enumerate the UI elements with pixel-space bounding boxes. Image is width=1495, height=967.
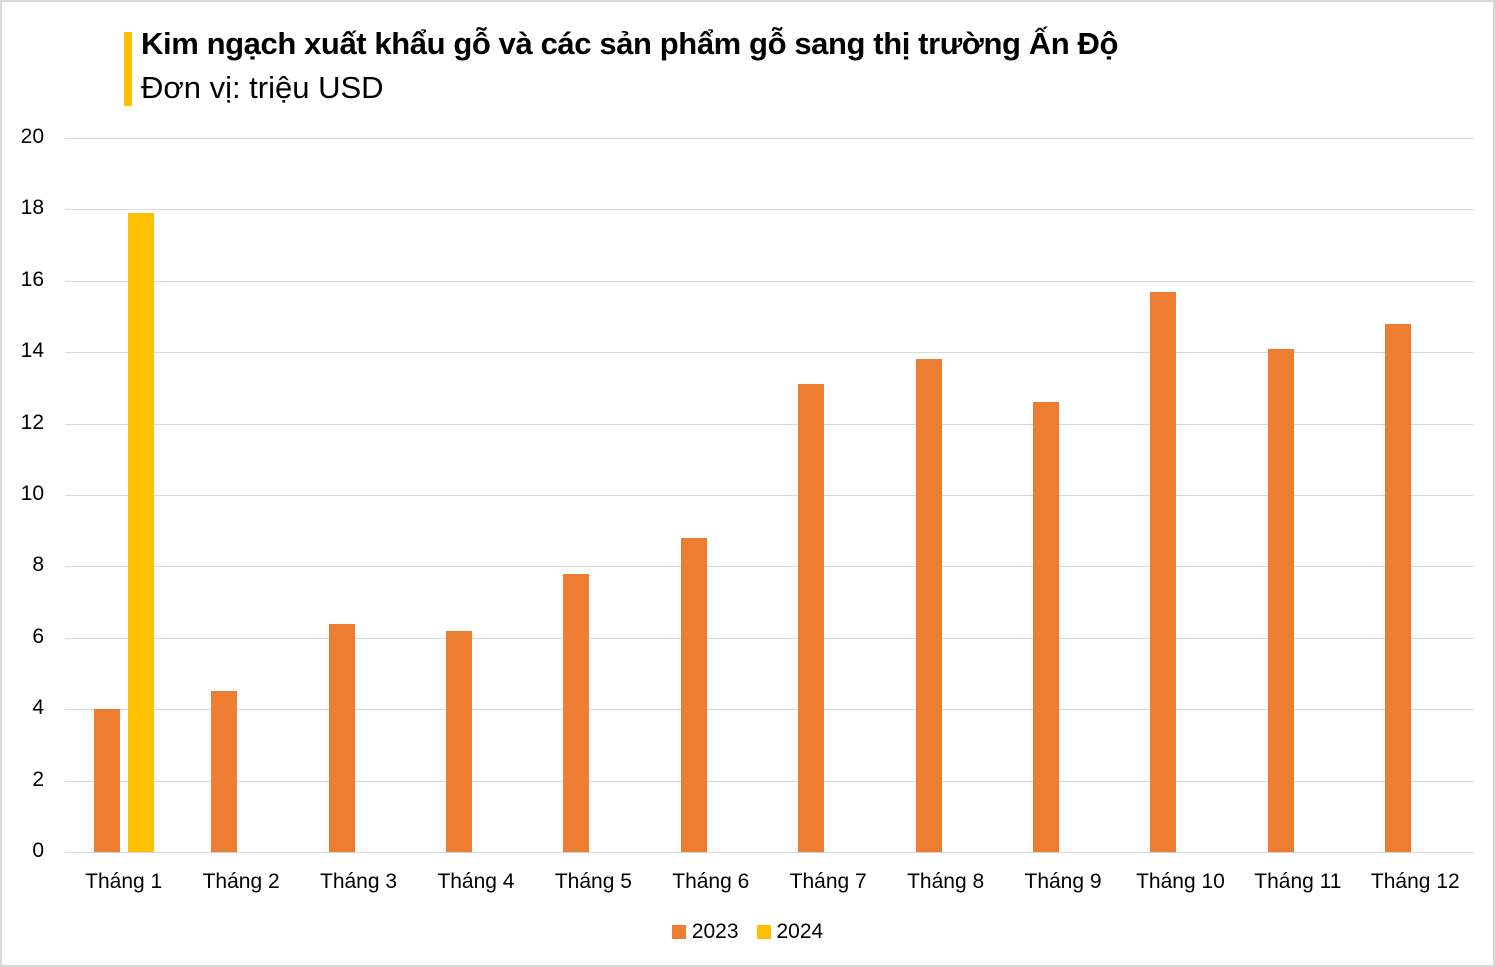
gridline (65, 352, 1474, 354)
y-tick-label: 14 (20, 339, 44, 363)
y-tick-label: 0 (32, 839, 44, 862)
bar-2023-6 (680, 537, 707, 852)
x-tick-label: Tháng 9 (1024, 870, 1102, 893)
legend-item-2023: 2023 (671, 920, 739, 944)
y-tick-label: 6 (32, 624, 44, 648)
legend-label-2023: 2023 (691, 920, 739, 943)
gridline (65, 138, 1474, 139)
x-tick-label: Tháng 11 (1254, 870, 1342, 893)
bar-2023-1 (93, 709, 120, 852)
gridline (65, 280, 1474, 282)
bar-2023-7 (798, 384, 825, 852)
title-accent-bar (124, 32, 132, 106)
x-tick-label: Tháng 5 (554, 870, 632, 893)
bar-2023-2 (211, 691, 238, 852)
x-tick-label: Tháng 6 (672, 870, 750, 893)
bar-2023-5 (563, 573, 590, 852)
x-tick-label: Tháng 12 (1370, 870, 1460, 893)
legend-swatch-2024 (756, 925, 771, 939)
legend-item-2024: 2024 (756, 920, 824, 944)
x-tick-label: Tháng 10 (1136, 870, 1225, 893)
gridline (65, 852, 1474, 853)
y-tick-label: 8 (32, 553, 44, 577)
y-tick-label: 12 (20, 410, 44, 434)
chart-title: Kim ngạch xuất khẩu gỗ và các sản phẩm g… (141, 26, 1118, 61)
y-tick-label: 4 (32, 696, 44, 720)
bar-2023-10 (1150, 291, 1177, 852)
gridline (65, 495, 1474, 496)
x-tick-label: Tháng 7 (789, 870, 867, 893)
gridline (65, 780, 1474, 782)
gridline (65, 637, 1474, 639)
legend-swatch-2023 (671, 925, 686, 939)
legend: 2023 2024 (2, 920, 1493, 944)
gridline (65, 423, 1474, 425)
bar-2023-8 (915, 359, 942, 852)
x-tick-label: Tháng 4 (437, 870, 515, 893)
x-tick-label: Tháng 1 (85, 870, 163, 893)
x-tick-label: Tháng 2 (202, 870, 280, 893)
x-tick-label: Tháng 8 (907, 870, 985, 893)
bar-2023-12 (1385, 323, 1412, 852)
bar-2024-1 (127, 212, 154, 852)
gridline (65, 709, 1474, 711)
bar-2023-11 (1267, 348, 1294, 852)
legend-label-2024: 2024 (776, 920, 824, 943)
bar-2023-4 (445, 630, 472, 852)
bar-2023-3 (328, 623, 355, 852)
bar-2023-9 (1033, 402, 1060, 852)
plot-area (65, 138, 1474, 853)
chart-subtitle: Đơn vị: triệu USD (141, 70, 384, 105)
y-tick-label: 20 (20, 125, 44, 148)
x-tick-label: Tháng 3 (320, 870, 398, 893)
y-tick-label: 10 (20, 482, 44, 505)
gridline (65, 566, 1474, 568)
y-tick-label: 18 (20, 196, 44, 220)
gridline (65, 209, 1474, 211)
y-tick-label: 2 (32, 767, 44, 791)
y-tick-label: 16 (20, 267, 44, 291)
